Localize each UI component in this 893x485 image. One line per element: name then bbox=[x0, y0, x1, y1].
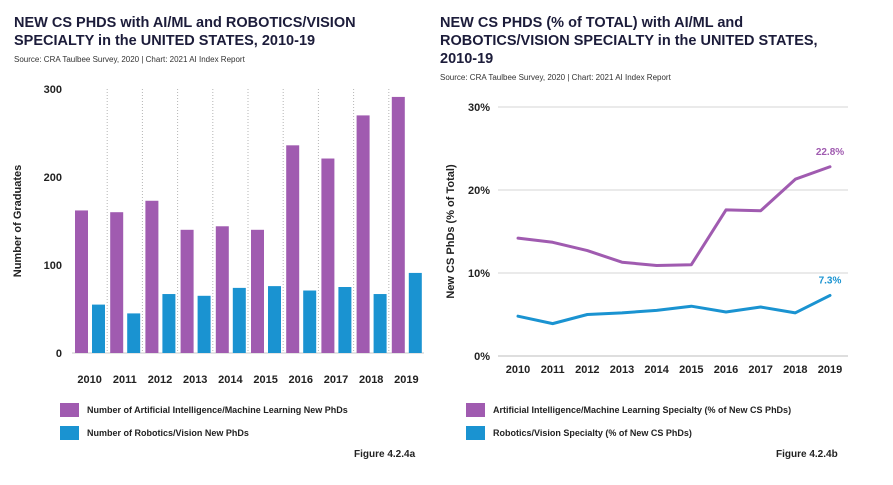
x-tick-label: 2011 bbox=[541, 364, 565, 376]
y-tick-label: 20% bbox=[468, 185, 490, 197]
bar-robotics-2014 bbox=[232, 287, 246, 353]
y-tick-label: 100 bbox=[44, 260, 62, 272]
figure-label-a: Figure 4.2.4a bbox=[354, 449, 416, 460]
legend-item-ai-ml: Number of Artificial Intelligence/Machin… bbox=[60, 403, 348, 417]
bar-ai-ml-2015 bbox=[251, 229, 264, 353]
bar-ai-ml-2013 bbox=[180, 229, 194, 353]
bar-robotics-2019 bbox=[408, 272, 422, 353]
bar-ai-ml-2014 bbox=[215, 226, 229, 353]
y-tick-label: 0% bbox=[474, 351, 490, 363]
x-tick-label: 2012 bbox=[575, 364, 599, 376]
y-tick-label: 200 bbox=[44, 172, 62, 184]
x-tick-label: 2019 bbox=[394, 374, 418, 386]
y-tick-label: 10% bbox=[468, 268, 490, 280]
y-tick-label: 0 bbox=[56, 348, 62, 360]
x-tick-label: 2012 bbox=[148, 374, 172, 386]
x-tick-label: 2011 bbox=[113, 374, 137, 386]
legend-label-ai-ml: Number of Artificial Intelligence/Machin… bbox=[87, 405, 348, 415]
x-tick-label: 2017 bbox=[748, 364, 772, 376]
bar-robotics-2013 bbox=[197, 295, 211, 353]
bar-ai-ml-2016 bbox=[286, 145, 300, 353]
bar-robotics-2012 bbox=[162, 294, 176, 353]
x-tick-label: 2015 bbox=[679, 364, 703, 376]
x-tick-label: 2013 bbox=[183, 374, 207, 386]
chart-a-source: Source: CRA Taulbee Survey, 2020 | Chart… bbox=[14, 55, 245, 64]
legend-item-ai-ml-pct: Artificial Intelligence/Machine Learning… bbox=[466, 403, 791, 417]
bar-robotics-2017 bbox=[338, 287, 352, 353]
chart-a-title: NEW CS PHDS with AI/ML and ROBOTICS/VISI… bbox=[14, 15, 356, 49]
y-axis-label: New CS PhDs (% of Total) bbox=[445, 164, 457, 299]
x-tick-label: 2014 bbox=[218, 374, 243, 386]
y-axis-label: Number of Graduates bbox=[12, 165, 24, 277]
chart-b-title: NEW CS PHDS (% of TOTAL) with AI/ML and … bbox=[440, 15, 818, 67]
x-tick-label: 2016 bbox=[289, 374, 313, 386]
x-tick-label: 2016 bbox=[714, 364, 738, 376]
chart-b-source: Source: CRA Taulbee Survey, 2020 | Chart… bbox=[440, 73, 671, 82]
legend-item-robotics-pct: Robotics/Vision Specialty (% of New CS P… bbox=[466, 426, 692, 440]
bar-ai-ml-2010 bbox=[75, 210, 88, 353]
x-tick-label: 2018 bbox=[359, 374, 383, 386]
line-chart: 0% 10% 20% 30% New CS PhDs (% of Total) 2010 2… bbox=[445, 102, 848, 376]
bar-robotics-2011 bbox=[127, 313, 141, 353]
x-tick-label: 2019 bbox=[818, 364, 842, 376]
x-tick-label: 2017 bbox=[324, 374, 348, 386]
legend-label-robotics-pct: Robotics/Vision Specialty (% of New CS P… bbox=[493, 428, 692, 438]
data-label-ai-ml: 22.8% bbox=[816, 147, 844, 158]
chart-panel-a: NEW CS PHDS with AI/ML and ROBOTICS/VISI… bbox=[0, 0, 440, 485]
legend-label-ai-ml-pct: Artificial Intelligence/Machine Learning… bbox=[493, 405, 792, 415]
series-line-robotics bbox=[516, 293, 832, 326]
figure-label-b: Figure 4.2.4b bbox=[776, 449, 838, 460]
legend-swatch-robotics-pct bbox=[466, 426, 485, 440]
x-tick-label: 2018 bbox=[783, 364, 807, 376]
bar-chart: 0 100 200 300 Number of Graduates 2010 2011 201… bbox=[12, 84, 424, 386]
x-tick-label: 2014 bbox=[644, 364, 669, 376]
legend-item-robotics: Number of Robotics/Vision New PhDs bbox=[60, 426, 249, 440]
bar-robotics-2010 bbox=[92, 304, 105, 353]
x-tick-label: 2013 bbox=[610, 364, 634, 376]
bar-ai-ml-2018 bbox=[356, 115, 370, 354]
bar-ai-ml-2017 bbox=[321, 158, 335, 353]
x-tick-label: 2010 bbox=[77, 374, 101, 386]
data-label-robotics: 7.3% bbox=[819, 275, 842, 286]
legend-label-robotics: Number of Robotics/Vision New PhDs bbox=[87, 428, 249, 438]
legend-swatch-ai-ml-pct bbox=[466, 403, 485, 417]
chart-panel-b: NEW CS PHDS (% of TOTAL) with AI/ML and … bbox=[440, 0, 893, 485]
bar-robotics-2018 bbox=[373, 294, 387, 353]
x-tick-label: 2010 bbox=[506, 364, 530, 376]
series-line-ai-ml bbox=[516, 165, 832, 268]
bar-ai-ml-2019 bbox=[391, 96, 405, 354]
bar-ai-ml-2011 bbox=[110, 212, 124, 353]
legend-swatch-ai-ml bbox=[60, 403, 79, 417]
legend-swatch-robotics bbox=[60, 426, 79, 440]
y-tick-label: 300 bbox=[44, 84, 62, 96]
bar-ai-ml-2012 bbox=[145, 200, 159, 353]
bar-robotics-2015 bbox=[268, 286, 281, 353]
y-tick-label: 30% bbox=[468, 102, 490, 114]
x-tick-label: 2015 bbox=[253, 374, 277, 386]
bar-robotics-2016 bbox=[303, 290, 317, 353]
